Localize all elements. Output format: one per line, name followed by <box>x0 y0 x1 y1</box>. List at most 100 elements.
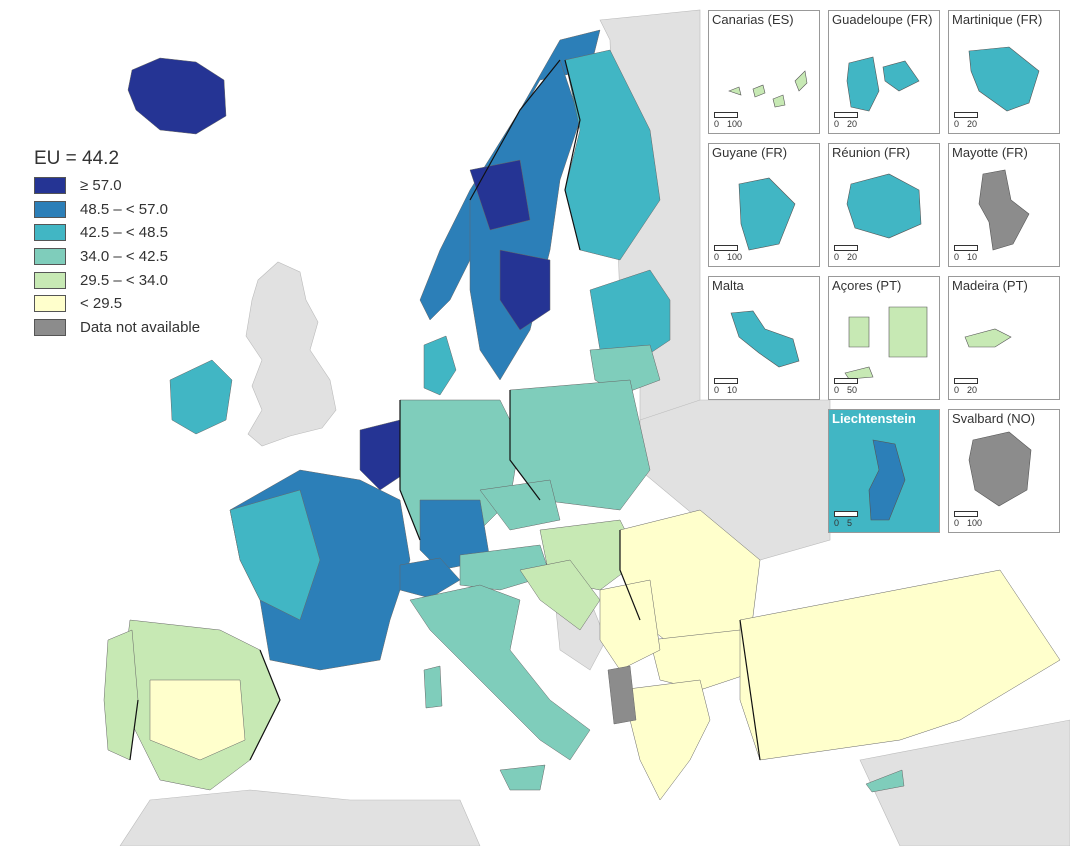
inset-title: Guyane (FR) <box>712 145 788 160</box>
scale-label: 100 <box>727 119 743 129</box>
inset-title: Açores (PT) <box>832 278 902 293</box>
legend-label: 29.5 – < 34.0 <box>80 271 168 289</box>
scale-label: 0 <box>714 119 720 129</box>
inset-panel: Svalbard (NO) 0 100 <box>948 409 1060 533</box>
great-britain <box>245 261 337 447</box>
legend-item: 42.5 – < 48.5 <box>34 221 200 245</box>
inset-panel: Canarias (ES) 0 100 <box>708 10 820 134</box>
legend-item: Data not available <box>34 316 200 340</box>
inset-map <box>738 177 796 251</box>
inset-region <box>868 439 906 521</box>
inset-map <box>978 169 1030 251</box>
inset-title: Madeira (PT) <box>952 278 1028 293</box>
inset-title: Réunion (FR) <box>832 145 911 160</box>
inset-panel: Martinique (FR) 0 20 <box>948 10 1060 134</box>
italy <box>409 584 591 761</box>
inset-panel: Guyane (FR) 0 100 <box>708 143 820 267</box>
scale-label: 0 <box>834 518 840 528</box>
scale-label: 100 <box>727 252 743 262</box>
scale-label: 0 <box>714 252 720 262</box>
scale-label: 20 <box>967 119 978 129</box>
scale-label: 0 <box>834 252 840 262</box>
legend-item: 48.5 – < 57.0 <box>34 198 200 222</box>
scale-bar: 0 100 <box>954 511 990 528</box>
legend-item: < 29.5 <box>34 292 200 316</box>
inset-map <box>846 173 922 239</box>
legend-swatch <box>34 248 66 266</box>
spain-centre <box>149 679 246 761</box>
ireland <box>169 359 233 435</box>
scale-bar: 0 50 <box>834 378 865 395</box>
turkey <box>739 569 1061 761</box>
inset-title: Guadeloupe (FR) <box>832 12 933 27</box>
inset-title: Svalbard (NO) <box>952 411 1036 426</box>
inset-region <box>844 306 928 380</box>
inset-region <box>964 328 1012 348</box>
albania <box>607 665 637 725</box>
legend-label: < 29.5 <box>80 295 123 313</box>
denmark <box>423 335 457 396</box>
legend-swatch <box>34 224 66 242</box>
sweden-capital <box>499 249 551 331</box>
inset-title: Martinique (FR) <box>952 12 1043 27</box>
inset-region <box>738 177 796 251</box>
inset-title: Liechtenstein <box>832 411 916 426</box>
inset-map <box>968 431 1032 507</box>
scale-bar: 0 20 <box>834 245 865 262</box>
country-borders <box>129 59 761 761</box>
legend-swatch <box>34 200 66 218</box>
inset-region <box>846 56 920 112</box>
inset-panel: Réunion (FR) 0 20 <box>828 143 940 267</box>
inset-map <box>730 310 800 368</box>
scale-bar: 0 20 <box>954 112 985 129</box>
inset-panel: Liechtenstein 0 5 <box>828 409 940 533</box>
legend-label: 48.5 – < 57.0 <box>80 200 168 218</box>
inset-title: Malta <box>712 278 744 293</box>
scale-bar: 0 100 <box>714 245 750 262</box>
iceland <box>127 57 227 135</box>
scale-bar: 0 20 <box>954 378 985 395</box>
scale-label: 0 <box>954 518 960 528</box>
bulgaria <box>649 629 761 691</box>
inset-panel: Malta 0 10 <box>708 276 820 400</box>
legend-item: 34.0 – < 42.5 <box>34 245 200 269</box>
scale-bar: 0 10 <box>954 245 985 262</box>
scale-label: 0 <box>954 252 960 262</box>
scale-label: 10 <box>727 385 738 395</box>
north-africa <box>119 789 481 846</box>
scale-label: 0 <box>954 385 960 395</box>
non-data-land <box>119 9 1070 846</box>
finland <box>564 49 661 261</box>
legend-item: ≥ 57.0 <box>34 174 200 198</box>
czechia <box>479 479 561 531</box>
middle-east <box>859 719 1070 846</box>
scale-label: 10 <box>967 252 978 262</box>
inset-map <box>964 328 1012 348</box>
legend-swatch <box>34 295 66 313</box>
greece <box>619 679 711 801</box>
scale-bar: 0 20 <box>834 112 865 129</box>
inset-map <box>968 46 1040 112</box>
inset-map <box>846 56 920 112</box>
inset-region <box>968 46 1040 112</box>
scale-label: 5 <box>847 518 853 528</box>
legend-swatch <box>34 318 66 336</box>
legend-swatch <box>34 177 66 195</box>
scale-label: 0 <box>834 385 840 395</box>
scale-bar: 0 100 <box>714 112 750 129</box>
croatia-slovenia <box>519 559 601 631</box>
switzerland <box>399 557 461 599</box>
inset-map <box>868 439 906 521</box>
scale-label: 20 <box>967 385 978 395</box>
scale-label: 100 <box>967 518 983 528</box>
scale-label: 20 <box>847 119 858 129</box>
benelux <box>359 419 411 491</box>
legend-label: 42.5 – < 48.5 <box>80 224 168 242</box>
inset-panel: Mayotte (FR) 0 10 <box>948 143 1060 267</box>
legend-item: 29.5 – < 34.0 <box>34 268 200 292</box>
legend-label: Data not available <box>80 318 201 336</box>
inset-map <box>844 306 928 380</box>
inset-panel: Guadeloupe (FR) 0 20 <box>828 10 940 134</box>
inset-panel: Madeira (PT) 0 20 <box>948 276 1060 400</box>
